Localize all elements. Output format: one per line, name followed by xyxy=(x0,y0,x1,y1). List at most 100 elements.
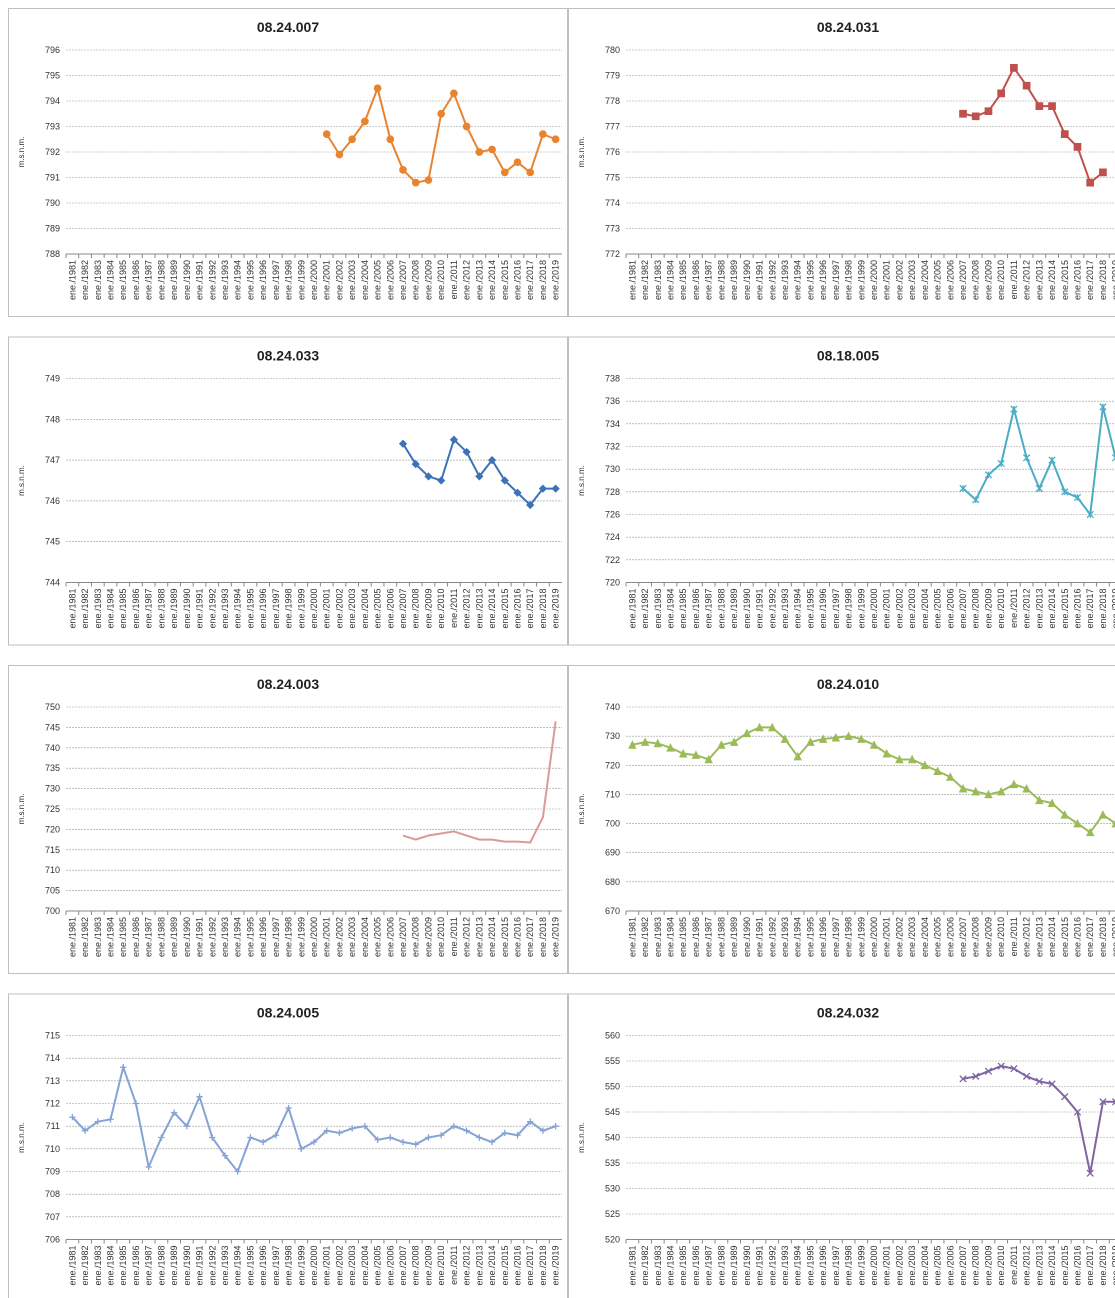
x-tick-label: ene./1989 xyxy=(729,1246,739,1286)
x-tick-label: ene./1981 xyxy=(67,260,77,300)
x-tick-label: ene./2001 xyxy=(882,1246,892,1286)
data-point xyxy=(437,109,446,118)
x-tick-label: ene./1995 xyxy=(245,1246,255,1286)
x-tick-label: ene./2008 xyxy=(411,1246,421,1286)
data-point xyxy=(487,455,497,465)
x-tick-label: ene./1991 xyxy=(755,917,765,957)
x-tick-label: ene./2003 xyxy=(347,260,357,300)
x-tick-label: ene./2002 xyxy=(894,1246,904,1286)
chart-panel: 08.24.005 m.s.n.m. 706 707 708 709 710 711 712 71… xyxy=(8,993,568,1298)
data-point xyxy=(1048,102,1056,110)
data-point xyxy=(336,1129,343,1137)
x-tick-label: ene./2012 xyxy=(1022,589,1032,629)
y-tick-label: 713 xyxy=(45,1076,60,1086)
x-tick-label: ene./2015 xyxy=(1060,260,1070,300)
chart-title: 08.24.005 xyxy=(257,1005,319,1021)
x-tick-label: ene./2016 xyxy=(512,917,522,957)
x-tick-label: ene./1999 xyxy=(296,589,306,629)
chart-title: 08.24.033 xyxy=(257,348,319,364)
data-point xyxy=(959,1075,967,1083)
y-tick-label: 724 xyxy=(605,532,620,542)
data-point xyxy=(500,168,509,177)
x-tick-label: ene./2003 xyxy=(907,1246,917,1286)
y-tick-label: 706 xyxy=(45,1235,60,1245)
x-tick-label: ene./1983 xyxy=(93,1246,103,1286)
data-point xyxy=(196,1093,203,1100)
x-tick-label: ene./1989 xyxy=(169,917,179,957)
x-tick-label: ene./1981 xyxy=(67,589,77,629)
x-tick-label: ene./1982 xyxy=(80,589,90,629)
x-tick-label: ene./1982 xyxy=(640,260,650,300)
chart-title: 08.24.010 xyxy=(817,676,879,692)
x-tick-label: ene./2014 xyxy=(487,917,497,957)
data-point xyxy=(411,178,420,187)
x-tick-label: ene./2008 xyxy=(971,260,981,300)
x-tick-label: ene./2003 xyxy=(347,589,357,629)
panel-frame xyxy=(8,993,568,1298)
y-tick-label: 715 xyxy=(45,1031,60,1041)
x-tick-label: ene./1983 xyxy=(653,1246,663,1286)
x-tick-label: ene./2017 xyxy=(525,917,535,957)
y-tick-label: 788 xyxy=(45,249,60,259)
data-point xyxy=(996,786,1006,796)
x-tick-label: ene./1994 xyxy=(793,260,803,300)
x-tick-label: ene./1999 xyxy=(856,260,866,300)
data-point xyxy=(768,722,777,732)
data-point xyxy=(551,484,560,493)
x-tick-label: ene./2007 xyxy=(958,260,968,300)
data-point xyxy=(1086,178,1095,187)
y-tick-label: 789 xyxy=(45,224,60,234)
data-point xyxy=(984,789,993,799)
x-tick-label: ene./1988 xyxy=(716,260,726,300)
x-tick-label: ene./2012 xyxy=(1022,917,1032,957)
x-tick-label: ene./1987 xyxy=(704,260,714,300)
x-tick-label: ene./1996 xyxy=(258,1246,268,1286)
data-point xyxy=(463,1127,470,1134)
data-point xyxy=(539,1127,547,1134)
x-tick-label: ene./2006 xyxy=(385,1246,395,1286)
x-tick-label: ene./1989 xyxy=(729,260,739,300)
x-tick-label: ene./1986 xyxy=(131,917,141,957)
x-tick-label: ene./2006 xyxy=(945,917,955,957)
x-tick-label: ene./1989 xyxy=(729,589,739,629)
y-tick-label: 790 xyxy=(45,198,60,208)
x-tick-label: ene./2014 xyxy=(1047,260,1057,300)
x-tick-label: ene./1993 xyxy=(780,260,790,300)
x-tick-label: ene./2011 xyxy=(1009,260,1019,299)
x-tick-label: ene./2000 xyxy=(309,589,319,629)
x-tick-label: ene./2017 xyxy=(525,260,535,300)
y-tick-label: 720 xyxy=(605,760,620,770)
x-tick-label: ene./2005 xyxy=(373,260,383,300)
x-tick-label: ene./1998 xyxy=(284,260,294,300)
x-tick-label: ene./1999 xyxy=(856,589,866,629)
x-tick-label: ene./2003 xyxy=(347,1246,357,1286)
data-point xyxy=(476,1134,483,1141)
data-point xyxy=(424,176,433,184)
x-tick-label: ene./2010 xyxy=(436,260,446,300)
x-tick-label: ene./2017 xyxy=(525,1246,535,1286)
y-tick-label: 772 xyxy=(605,249,620,259)
data-point xyxy=(971,112,980,121)
x-tick-label: ene./2010 xyxy=(436,917,446,957)
x-tick-label: ene./2010 xyxy=(436,589,446,629)
x-tick-label: ene./2010 xyxy=(996,260,1006,300)
x-tick-label: ene./1986 xyxy=(691,917,701,957)
data-point xyxy=(1111,1098,1115,1106)
y-tick-label: 710 xyxy=(45,1144,60,1154)
data-point xyxy=(514,1132,521,1139)
x-tick-label: ene./1992 xyxy=(767,260,777,300)
x-tick-label: ene./1994 xyxy=(793,589,803,629)
x-tick-label: ene./1997 xyxy=(831,260,841,300)
data-point xyxy=(1035,1077,1043,1086)
x-tick-label: ene./2015 xyxy=(1060,1246,1070,1286)
x-tick-label: ene./2009 xyxy=(423,589,433,629)
data-point xyxy=(322,130,331,138)
data-point xyxy=(653,738,663,748)
data-point xyxy=(1073,1108,1082,1116)
data-point xyxy=(348,1125,356,1132)
y-tick-label: 777 xyxy=(605,122,620,132)
x-tick-label: ene./2012 xyxy=(462,589,472,629)
x-tick-label: ene./2011 xyxy=(1009,589,1019,628)
data-point xyxy=(1047,798,1057,808)
